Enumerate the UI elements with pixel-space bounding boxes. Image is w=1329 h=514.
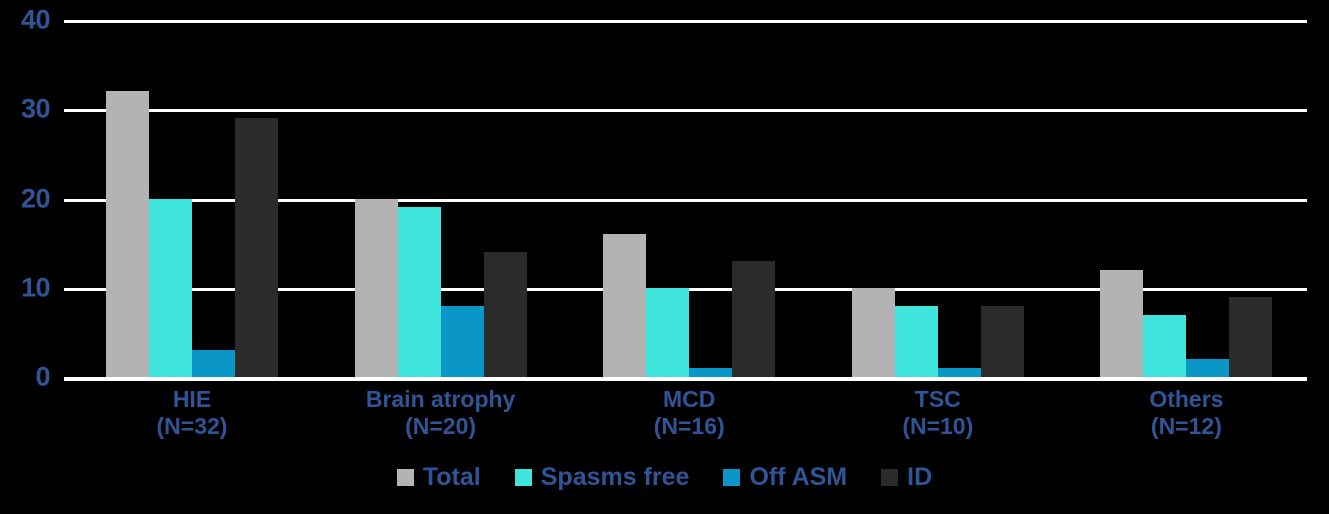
bar-group (354, 20, 527, 377)
bar (646, 287, 690, 377)
legend-label: ID (907, 462, 933, 491)
gridline (64, 198, 1307, 202)
bar (106, 91, 149, 377)
y-tick-label: 30 (20, 93, 51, 124)
bar (937, 368, 981, 377)
x-axis-category-label: TSC (N=10) (814, 386, 1063, 440)
gridline (64, 109, 1307, 113)
y-tick-label: 0 (35, 361, 50, 392)
category-name: Brain atrophy (365, 386, 516, 412)
x-axis-labels: HIE (N=32) Brain atrophy (N=20) MCD (N=16) TSC… (64, 386, 1307, 448)
category-name: Others (1149, 386, 1224, 412)
y-tick-label: 10 (20, 272, 51, 303)
gridline (64, 20, 1307, 23)
bar (1229, 296, 1273, 377)
bar (894, 305, 938, 377)
y-tick-label: 40 (20, 4, 51, 35)
legend-item[interactable]: ID (881, 462, 933, 491)
legend-item[interactable]: Off ASM (723, 462, 848, 491)
bar (354, 198, 398, 377)
bar (603, 234, 647, 377)
category-name: MCD (662, 386, 716, 412)
bar (483, 252, 527, 377)
legend-label: Spasms free (540, 462, 690, 491)
bar-groups (64, 20, 1307, 377)
bar-group (851, 20, 1024, 377)
category-sample-size: (N=12) (1150, 413, 1222, 439)
legend-swatch-icon (723, 468, 741, 486)
legend-item[interactable]: Total (396, 462, 481, 491)
category-sample-size: (N=16) (653, 413, 725, 439)
bar (1100, 269, 1144, 377)
bar (689, 368, 733, 377)
x-axis-category-label: MCD (N=16) (565, 386, 814, 440)
category-sample-size: (N=10) (902, 413, 974, 439)
y-axis: 0 10 20 30 40 (0, 0, 64, 397)
x-axis-category-label: Others (N=12) (1062, 386, 1311, 440)
legend-label: Total (422, 462, 481, 491)
category-sample-size: (N=20) (405, 413, 477, 439)
bar (851, 287, 895, 377)
x-axis-category-label: HIE (N=32) (68, 386, 317, 440)
legend-swatch-icon (881, 468, 899, 486)
legend-swatch-icon (514, 468, 532, 486)
bar (980, 305, 1024, 377)
bar (1143, 314, 1187, 377)
bar (397, 207, 441, 377)
legend-label: Off ASM (749, 462, 848, 491)
bar (732, 260, 776, 377)
bar (149, 198, 192, 377)
category-name: HIE (172, 386, 212, 412)
bar (192, 350, 235, 377)
bar-group (603, 20, 776, 377)
chart-legend: Total Spasms free Off ASM ID (0, 459, 1329, 495)
x-axis-category-label: Brain atrophy (N=20) (316, 386, 565, 440)
axis-baseline (64, 377, 1307, 381)
category-sample-size: (N=32) (156, 413, 228, 439)
legend-item[interactable]: Spasms free (514, 462, 690, 491)
legend-swatch-icon (396, 468, 414, 486)
category-name: TSC (914, 386, 961, 412)
bar-group (106, 20, 278, 377)
plot-area (64, 20, 1307, 381)
bar-group (1100, 20, 1273, 377)
bar (1186, 359, 1230, 377)
bar (440, 305, 484, 377)
y-tick-label: 20 (20, 183, 51, 213)
bar (235, 118, 278, 377)
